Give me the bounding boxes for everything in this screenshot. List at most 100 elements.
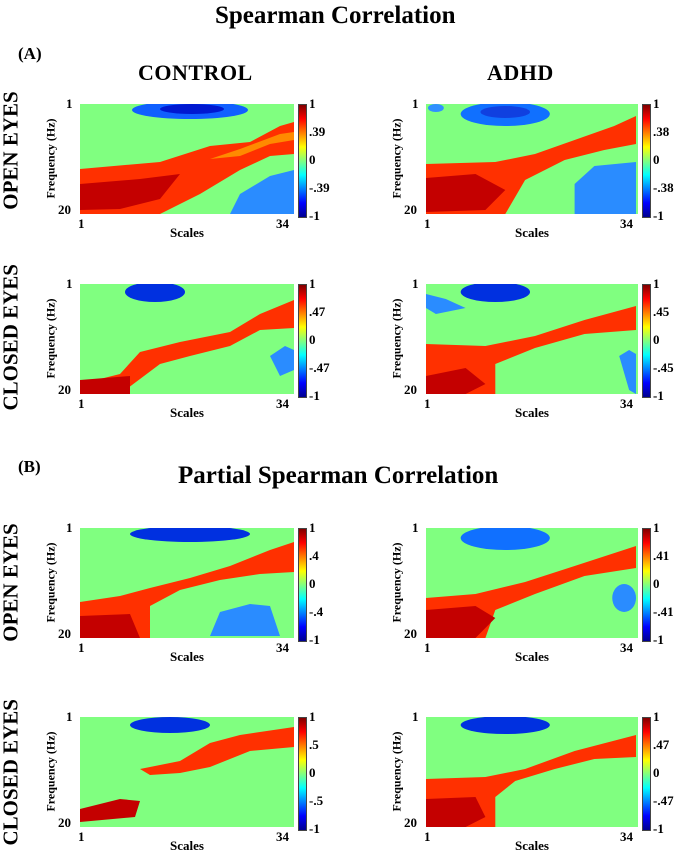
colorbar-tick: 1 xyxy=(309,520,316,535)
section-a-title: Spearman Correlation xyxy=(215,2,456,29)
colorbar-tick: -1 xyxy=(653,632,664,647)
colorbar-tick: 0 xyxy=(309,332,316,347)
heatmap-svg-a_closed_control xyxy=(80,282,294,394)
correlation-region-3 xyxy=(426,294,466,314)
correlation-region-0 xyxy=(80,542,294,638)
correlation-region-3 xyxy=(480,106,531,118)
y-tick-bottom: 20 xyxy=(58,202,71,217)
correlation-region-2 xyxy=(460,282,531,302)
correlation-region-1 xyxy=(426,174,506,212)
y-axis-label: Frequency (Hz) xyxy=(389,731,404,812)
colorbar-tick: -.41 xyxy=(653,604,674,619)
x-tick-right: 34 xyxy=(620,396,633,411)
heatmap-svg-b_open_control xyxy=(80,526,294,638)
colorbar-tick: -.47 xyxy=(309,360,330,375)
correlation-region-4 xyxy=(619,350,636,394)
x-axis-label: Scales xyxy=(515,225,549,240)
correlation-region-1 xyxy=(80,174,180,210)
heatmap-b_closed_control xyxy=(80,717,294,827)
colorbar-tick: -1 xyxy=(309,632,320,647)
correlation-region-5 xyxy=(427,104,444,112)
x-tick-left: 1 xyxy=(78,829,85,844)
correlation-region-2 xyxy=(130,717,210,733)
colorbar-tick: 1 xyxy=(653,520,660,535)
correlation-region-1 xyxy=(80,799,140,822)
x-tick-right: 34 xyxy=(620,640,633,655)
colorbar-tick: 0 xyxy=(309,765,316,780)
y-axis-label: Frequency (Hz) xyxy=(43,118,58,199)
x-tick-right: 34 xyxy=(276,640,289,655)
x-axis-label: Scales xyxy=(170,405,204,420)
colorbar xyxy=(298,284,307,398)
y-axis-label: Frequency (Hz) xyxy=(389,118,404,199)
correlation-region-2 xyxy=(125,282,185,302)
colorbar-tick: .41 xyxy=(653,548,670,563)
colorbar xyxy=(642,284,651,398)
colorbar-tick: .4 xyxy=(309,548,319,563)
correlation-region-1 xyxy=(80,614,140,638)
colorbar-tick: 0 xyxy=(653,765,660,780)
correlation-region-1 xyxy=(80,376,130,394)
heatmap-svg-a_closed_adhd xyxy=(426,282,636,394)
correlation-region-2 xyxy=(130,526,250,542)
colorbar-tick: 0 xyxy=(653,332,660,347)
y-tick-top: 1 xyxy=(66,709,73,724)
heatmap-a_closed_control xyxy=(80,282,294,394)
colorbar-tick: -.45 xyxy=(653,360,674,375)
x-tick-left: 1 xyxy=(424,396,431,411)
heatmap-svg-b_closed_control xyxy=(80,717,294,822)
colorbar-tick: -1 xyxy=(653,388,664,403)
correlation-region-1 xyxy=(426,368,486,394)
heatmap-b_closed_adhd xyxy=(426,716,638,827)
correlation-region-2 xyxy=(460,526,550,550)
heatmap-a_open_adhd xyxy=(426,102,638,214)
correlation-region-0 xyxy=(80,300,294,394)
y-axis-label: Frequency (Hz) xyxy=(389,298,404,379)
correlation-region-3 xyxy=(270,346,294,376)
row-label-open-eyes-b: OPEN EYES xyxy=(0,523,23,642)
colorbar-tick: 1 xyxy=(309,276,316,291)
row-label-closed-eyes-b: CLOSED EYES xyxy=(0,699,23,846)
heatmap-svg-a_open_control xyxy=(80,101,294,214)
colorbar-tick: .45 xyxy=(653,304,670,319)
y-tick-bottom: 20 xyxy=(58,626,71,641)
x-tick-left: 1 xyxy=(78,640,85,655)
column-header-control: CONTROL xyxy=(138,60,253,85)
colorbar-tick: -.4 xyxy=(309,604,324,619)
x-tick-left: 1 xyxy=(78,396,85,411)
x-tick-left: 1 xyxy=(424,640,431,655)
colorbar xyxy=(642,104,651,218)
colorbar-tick: -.47 xyxy=(653,793,674,808)
x-tick-right: 34 xyxy=(620,216,633,231)
y-tick-top: 1 xyxy=(412,709,419,724)
colorbar-tick: 1 xyxy=(309,709,316,724)
correlation-region-1 xyxy=(426,797,486,827)
x-tick-left: 1 xyxy=(424,216,431,231)
colorbar-tick: 0 xyxy=(653,576,660,591)
colorbar xyxy=(298,104,307,218)
section-b-title: Partial Spearman Correlation xyxy=(178,462,499,489)
section-b-letter: (B) xyxy=(18,457,41,476)
column-header-adhd: ADHD xyxy=(487,60,554,85)
y-tick-bottom: 20 xyxy=(404,202,417,217)
y-tick-bottom: 20 xyxy=(58,382,71,397)
heatmap-b_open_control xyxy=(80,526,294,638)
correlation-region-5 xyxy=(230,170,294,214)
colorbar xyxy=(298,528,307,642)
correlation-region-2 xyxy=(460,716,550,734)
colorbar-tick: 0 xyxy=(309,576,316,591)
colorbar-tick: .39 xyxy=(309,124,326,139)
heatmap-svg-b_open_adhd xyxy=(426,526,637,638)
colorbar-tick: -.38 xyxy=(653,180,674,195)
colorbar-tick: 1 xyxy=(653,709,660,724)
y-tick-top: 1 xyxy=(66,96,73,111)
section-a-letter: (A) xyxy=(18,44,42,63)
y-tick-bottom: 20 xyxy=(404,382,417,397)
correlation-region-2 xyxy=(210,132,294,159)
colorbar-tick: -1 xyxy=(309,821,320,836)
heatmap-a_closed_adhd xyxy=(426,282,638,394)
y-axis-label: Frequency (Hz) xyxy=(43,542,58,623)
colorbar-tick: 1 xyxy=(309,96,316,111)
y-tick-top: 1 xyxy=(412,276,419,291)
colorbar-tick: .47 xyxy=(309,304,326,319)
